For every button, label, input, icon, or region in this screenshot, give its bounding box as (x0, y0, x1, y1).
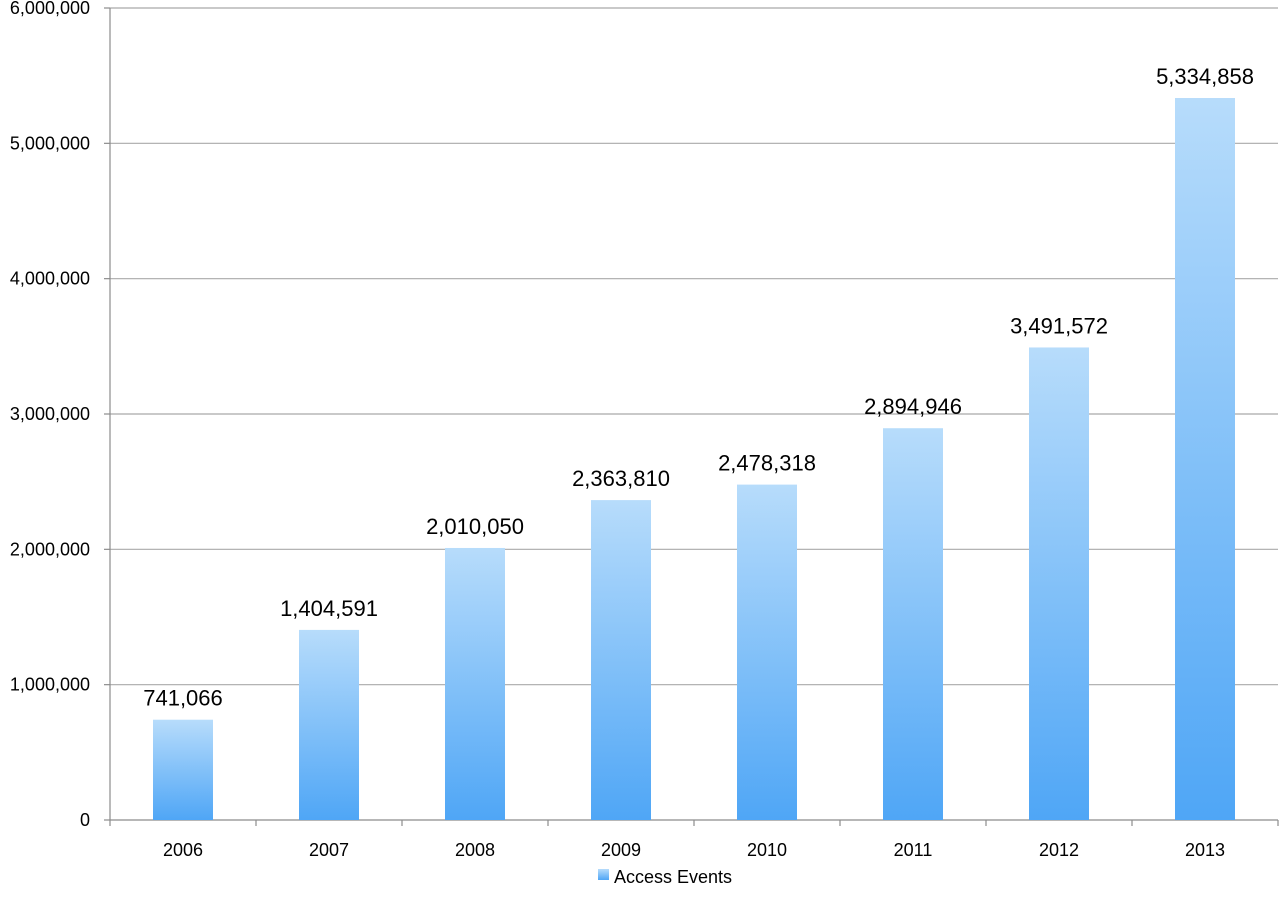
axes (109, 8, 1279, 826)
x-tick-label-2011: 2011 (894, 840, 933, 860)
data-label-2009: 2,363,810 (572, 466, 670, 491)
x-tick-label-2013: 2013 (1185, 840, 1225, 860)
x-tick-label-2012: 2012 (1039, 840, 1079, 860)
gridlines (104, 7, 1278, 821)
data-label-2012: 3,491,572 (1010, 313, 1108, 338)
bar-2008 (445, 547, 505, 820)
legend: Access Events (598, 867, 732, 887)
y-tick-label: 3,000,000 (10, 404, 90, 424)
bar-2011 (883, 428, 943, 820)
y-tick-label: 2,000,000 (10, 539, 90, 559)
y-axis-tick-labels: 0 1,000,000 2,000,000 3,000,000 4,000,000 5,0… (10, 0, 90, 830)
x-tick-label-2010: 2010 (747, 840, 787, 860)
bar-2012 (1029, 347, 1089, 820)
bars (153, 98, 1235, 821)
data-label-2008: 2,010,050 (426, 514, 524, 539)
y-tick-label: 1,000,000 (10, 675, 90, 695)
y-tick-label: 5,000,000 (10, 133, 90, 153)
x-tick-label-2006: 2006 (163, 840, 203, 860)
bar-2009 (591, 500, 651, 820)
bar-2006 (153, 719, 213, 820)
bar-2007 (299, 629, 359, 820)
bar-2013 (1175, 98, 1235, 821)
legend-label: Access Events (614, 867, 732, 887)
data-label-2011: 2,894,946 (864, 394, 962, 419)
y-tick-label: 4,000,000 (10, 269, 90, 289)
data-label-2010: 2,478,318 (718, 451, 816, 476)
data-label-2007: 1,404,591 (280, 596, 378, 621)
x-tick-label-2008: 2008 (455, 840, 495, 860)
x-tick-label-2009: 2009 (601, 840, 641, 860)
bar-2010 (737, 484, 797, 820)
data-label-2013: 5,334,858 (1156, 64, 1254, 89)
legend-swatch (598, 869, 609, 880)
data-label-2006: 741,066 (143, 686, 223, 711)
x-axis-tick-labels: 2006 2007 2008 2009 2010 2011 2012 2013 (163, 840, 1225, 860)
y-tick-label: 6,000,000 (10, 0, 90, 18)
x-tick-label-2007: 2007 (309, 840, 349, 860)
y-tick-label: 0 (80, 810, 90, 830)
data-labels: 741,066 1,404,591 2,010,050 2,363,810 2,478,… (143, 64, 1254, 711)
